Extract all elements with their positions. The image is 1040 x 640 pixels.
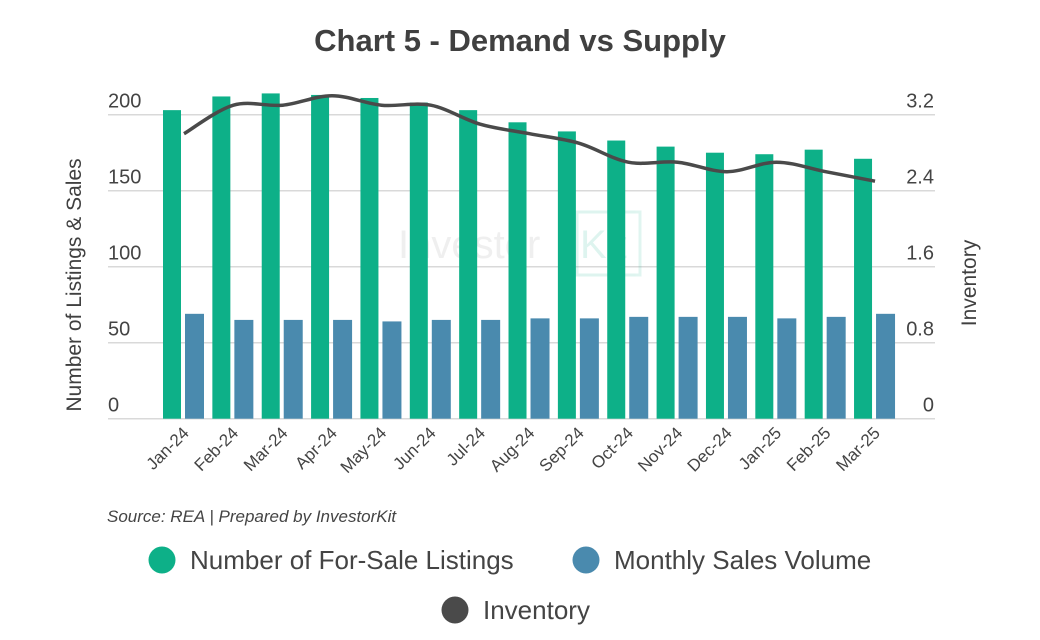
bar-listings bbox=[557, 131, 576, 419]
bar-listings bbox=[311, 94, 330, 419]
y2-axis-label: Inventory bbox=[958, 239, 981, 326]
x-tick-label: Mar-25 bbox=[832, 423, 884, 475]
legend-label: Monthly Sales Volume bbox=[614, 545, 871, 575]
bar-sales bbox=[185, 313, 204, 419]
y-tick-label: 200 bbox=[108, 91, 141, 113]
bar-sales bbox=[876, 313, 896, 419]
legend-marker bbox=[441, 596, 469, 624]
bar-sales bbox=[382, 321, 402, 419]
x-tick-label: Jan-25 bbox=[735, 423, 785, 473]
x-tick-label: Sep-24 bbox=[536, 423, 588, 475]
x-tick-label: Feb-25 bbox=[783, 423, 835, 475]
legend-marker bbox=[148, 546, 176, 574]
bar-listings bbox=[261, 93, 280, 419]
y-tick-label: 50 bbox=[108, 319, 130, 341]
bar-sales bbox=[629, 316, 649, 419]
y2-tick-label: 0 bbox=[923, 395, 934, 417]
bar-sales bbox=[283, 319, 303, 419]
x-tick-label: May-24 bbox=[337, 423, 391, 477]
bar-sales bbox=[678, 316, 698, 419]
bar-listings bbox=[755, 154, 774, 419]
x-tick-label: Jul-24 bbox=[443, 423, 489, 469]
bar-sales bbox=[826, 316, 846, 419]
x-tick-label: Apr-24 bbox=[291, 423, 341, 473]
bar-listings bbox=[508, 122, 527, 419]
bar-listings bbox=[854, 158, 873, 419]
y-tick-label: 150 bbox=[108, 167, 141, 189]
x-tick-label: Dec-24 bbox=[684, 423, 736, 475]
legend-label: Number of For-Sale Listings bbox=[190, 545, 514, 575]
x-tick-label: Aug-24 bbox=[486, 423, 538, 475]
y2-tick-label: 2.4 bbox=[906, 167, 934, 189]
bar-sales bbox=[431, 319, 451, 419]
bar-sales bbox=[333, 319, 353, 419]
bar-sales bbox=[777, 318, 797, 419]
bar-listings bbox=[212, 96, 231, 419]
bar-sales bbox=[481, 319, 501, 419]
bar-listings bbox=[409, 102, 428, 419]
bar-listings bbox=[459, 110, 478, 419]
bar-listings bbox=[804, 149, 823, 419]
x-tick-label: Jun-24 bbox=[389, 423, 439, 473]
x-tick-label: Feb-24 bbox=[191, 423, 243, 475]
legend-label: Inventory bbox=[483, 595, 590, 625]
chart-title: Chart 5 - Demand vs Supply bbox=[314, 23, 726, 58]
bar-listings bbox=[705, 152, 724, 419]
x-tick-label: Jan-24 bbox=[143, 423, 193, 473]
source-note: Source: REA | Prepared by InvestorKit bbox=[107, 507, 397, 526]
x-tick-label: Oct-24 bbox=[588, 423, 638, 473]
y2-tick-label: 0.8 bbox=[906, 319, 934, 341]
bar-listings bbox=[360, 97, 379, 419]
bar-sales bbox=[727, 316, 747, 419]
bar-listings bbox=[163, 110, 181, 419]
y2-tick-label: 1.6 bbox=[906, 243, 934, 265]
bar-sales bbox=[234, 319, 254, 419]
x-tick-label: Nov-24 bbox=[634, 423, 686, 475]
y-tick-label: 100 bbox=[108, 243, 141, 265]
bar-sales bbox=[579, 318, 599, 419]
bar-listings bbox=[656, 146, 675, 419]
y2-tick-label: 3.2 bbox=[906, 91, 934, 113]
x-tick-label: Mar-24 bbox=[240, 423, 292, 475]
line-inventory bbox=[183, 93, 876, 183]
y-tick-label: 0 bbox=[108, 395, 119, 417]
y-axis-label: Number of Listings & Sales bbox=[63, 158, 86, 411]
bar-sales bbox=[530, 318, 550, 419]
legend-marker bbox=[572, 546, 600, 574]
bar-listings bbox=[607, 140, 626, 419]
